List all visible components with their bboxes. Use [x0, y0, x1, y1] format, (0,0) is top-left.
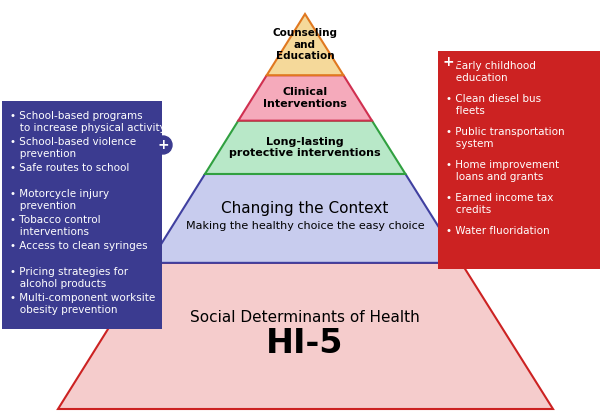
Text: • Access to clean syringes: • Access to clean syringes [10, 241, 148, 251]
Text: • Earned income tax
   credits: • Earned income tax credits [446, 193, 553, 215]
Polygon shape [58, 263, 553, 409]
Text: • Water fluoridation: • Water fluoridation [446, 226, 550, 236]
Text: Counseling
and
Education: Counseling and Education [272, 28, 337, 61]
Text: Long-lasting
protective interventions: Long-lasting protective interventions [229, 136, 381, 158]
Text: • Motorcycle injury
   prevention: • Motorcycle injury prevention [10, 189, 109, 211]
Text: • Pricing strategies for
   alcohol products: • Pricing strategies for alcohol product… [10, 267, 128, 289]
Text: • Public transportation
   system: • Public transportation system [446, 127, 565, 149]
Polygon shape [238, 75, 372, 121]
Text: +: + [157, 138, 169, 152]
Text: • Home improvement
   loans and grants: • Home improvement loans and grants [446, 160, 559, 182]
Text: • Clean diesel bus
   fleets: • Clean diesel bus fleets [446, 94, 541, 116]
Text: • School-based violence
   prevention: • School-based violence prevention [10, 137, 136, 159]
Text: Social Determinants of Health: Social Determinants of Health [190, 310, 420, 325]
Text: • Early childhood
   education: • Early childhood education [446, 61, 536, 83]
Polygon shape [149, 174, 461, 263]
FancyBboxPatch shape [438, 51, 600, 269]
Text: Making the healthy choice the easy choice: Making the healthy choice the easy choic… [185, 221, 424, 231]
Text: • Multi-component worksite
   obesity prevention: • Multi-component worksite obesity preve… [10, 293, 155, 315]
Circle shape [154, 136, 172, 154]
Text: • Tobacco control
   interventions: • Tobacco control interventions [10, 215, 101, 237]
Text: Changing the Context: Changing the Context [221, 201, 389, 216]
Text: • Safe routes to school: • Safe routes to school [10, 163, 130, 173]
Polygon shape [267, 14, 343, 75]
Text: Clinical
Interventions: Clinical Interventions [263, 87, 347, 109]
Text: • School-based programs
   to increase physical activity: • School-based programs to increase phys… [10, 111, 166, 133]
Text: HI-5: HI-5 [266, 327, 344, 360]
FancyBboxPatch shape [2, 101, 162, 329]
Polygon shape [205, 121, 406, 174]
Text: +: + [442, 55, 454, 69]
Circle shape [439, 53, 457, 71]
